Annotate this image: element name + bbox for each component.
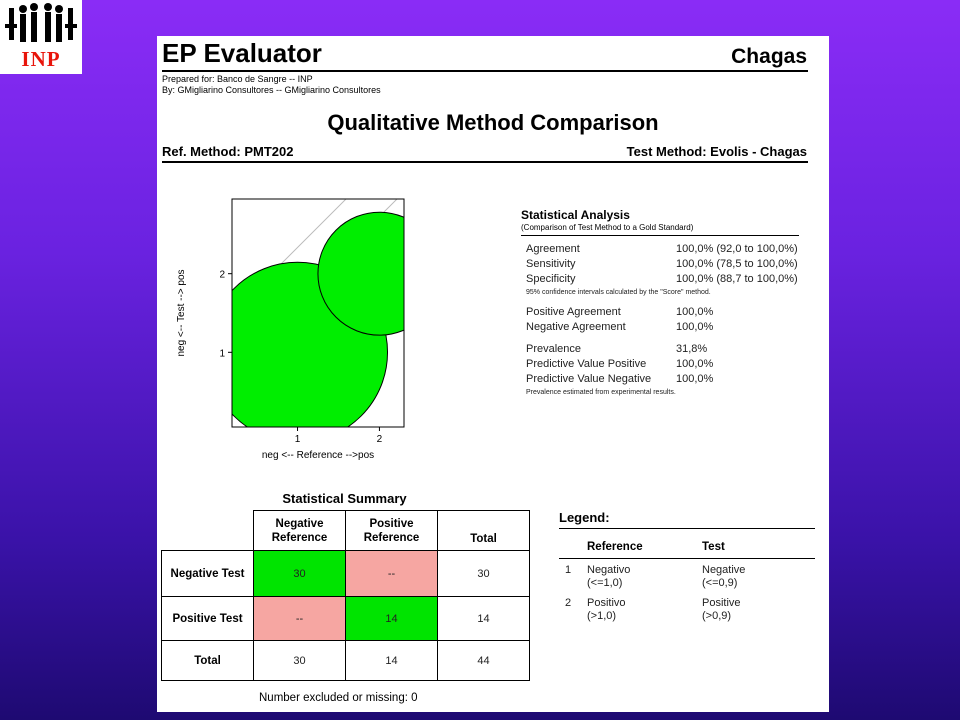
stat-value: 100,0% (78,5 to 100,0%) xyxy=(676,258,798,270)
stat-label: Agreement xyxy=(526,243,580,255)
cell-value: 14 xyxy=(437,596,530,641)
stat-row: Positive Agreement 100,0% xyxy=(521,305,799,320)
y-axis-label: neg <-- Test --> pos xyxy=(176,269,187,356)
stat-label: Predictive Value Negative xyxy=(526,373,652,385)
method-comparison-plot: 1 2 1 2 neg <-- Reference -->pos neg <-- Te… xyxy=(176,198,405,461)
stat-label: Predictive Value Positive xyxy=(526,358,647,370)
app-title: EP Evaluator xyxy=(162,38,322,68)
cell-value: 14 xyxy=(345,640,438,681)
table-row: Positive Test -- 14 14 xyxy=(161,596,530,641)
row-label: Negative Test xyxy=(161,550,254,597)
cell-value: 44 xyxy=(437,640,530,681)
prepared-info: Prepared for: Banco de Sangre -- INP By:… xyxy=(162,74,381,96)
report-title: Qualitative Method Comparison xyxy=(327,110,659,135)
table-header-row: Negative Reference Positive Reference To… xyxy=(161,510,530,551)
blank-cell xyxy=(161,510,254,551)
report-page: EP Evaluator Chagas Prepared for: Banco … xyxy=(157,36,829,712)
legend-row: 1 Negativo (<=1,0) Negative (<=0,9) xyxy=(559,564,815,597)
legend-row: 2 Positivo (>1,0) Positive (>0,9) xyxy=(559,597,815,630)
table-row: Negative Test 30 -- 30 xyxy=(161,550,530,597)
legend: Legend: Reference Test 1 Negativo (<=1,0)… xyxy=(559,510,815,630)
legend-num: 2 xyxy=(565,597,572,609)
stat-value: 100,0% (92,0 to 100,0%) xyxy=(676,243,798,255)
summary-title: Statistical Summary xyxy=(282,491,407,506)
col-positive-reference: Positive Reference xyxy=(345,510,438,551)
col-total: Total xyxy=(437,510,530,551)
legend-title: Legend: xyxy=(559,510,610,525)
divider xyxy=(559,558,815,559)
cell-value: 30 xyxy=(253,640,346,681)
col-negative-reference: Negative Reference xyxy=(253,510,346,551)
cell-value: 14 xyxy=(345,596,438,641)
stat-row: Predictive Value Positive 100,0% xyxy=(521,357,799,372)
stats-subtitle: (Comparison of Test Method to a Gold Sta… xyxy=(521,223,694,232)
y-tick-label: 2 xyxy=(219,270,225,281)
legend-ref: Positivo (>1,0) xyxy=(587,597,626,622)
row-label: Total xyxy=(161,640,254,681)
divider xyxy=(559,528,815,529)
cell-value: -- xyxy=(253,596,346,641)
divider xyxy=(162,70,808,72)
stat-row: Prevalence 31,8% xyxy=(521,342,799,357)
test-method: Test Method: Evolis - Chagas xyxy=(626,144,807,159)
cell-value: -- xyxy=(345,550,438,597)
legend-test: Negative (<=0,9) xyxy=(702,564,746,589)
stat-label: Prevalence xyxy=(526,343,582,355)
data-point-2 xyxy=(317,211,404,336)
legend-ref: Negativo (<=1,0) xyxy=(587,564,631,589)
stats-title: Statistical Analysis xyxy=(521,208,630,222)
stat-row: Sensitivity 100,0% (78,5 to 100,0%) xyxy=(521,257,799,272)
axis-ticks: 1 2 1 2 xyxy=(219,270,382,445)
inp-logo: INP xyxy=(0,0,82,74)
summary-table: Negative Reference Positive Reference To… xyxy=(161,510,530,681)
plot-frame xyxy=(231,198,405,428)
legend-num: 1 xyxy=(565,564,572,576)
table-row: Total 30 14 44 xyxy=(161,640,530,681)
excluded-count: Number excluded or missing: 0 xyxy=(259,692,418,704)
y-tick-label: 1 xyxy=(219,348,225,359)
plot-points xyxy=(232,211,404,427)
cell-value: 30 xyxy=(253,550,346,597)
x-axis-label: neg <-- Reference -->pos xyxy=(262,450,374,461)
stat-label: Positive Agreement xyxy=(526,306,621,318)
inp-figures-icon xyxy=(5,3,77,42)
prevalence-note: Prevalence estimated from experimental r… xyxy=(526,389,676,396)
stat-label: Specificity xyxy=(526,273,576,285)
stat-label: Negative Agreement xyxy=(526,321,626,333)
stat-value: 100,0% xyxy=(676,321,714,333)
row-label: Positive Test xyxy=(161,596,254,641)
x-tick-label: 1 xyxy=(295,434,301,445)
stat-row: Negative Agreement 100,0% xyxy=(521,320,799,335)
stat-row: Agreement 100,0% (92,0 to 100,0%) xyxy=(521,242,799,257)
stat-value: 100,0% xyxy=(676,373,714,385)
stat-value: 100,0% (88,7 to 100,0%) xyxy=(676,273,798,285)
stat-value: 100,0% xyxy=(676,358,714,370)
analyte-name: Chagas xyxy=(731,45,807,68)
divider xyxy=(521,235,799,236)
statistical-analysis: Statistical Analysis (Comparison of Test… xyxy=(521,208,799,398)
x-tick-label: 2 xyxy=(377,434,383,445)
stat-row: Specificity 100,0% (88,7 to 100,0%) xyxy=(521,272,799,287)
legend-head-test: Test xyxy=(702,541,725,553)
stat-value: 31,8% xyxy=(676,343,708,355)
cell-value: 30 xyxy=(437,550,530,597)
ref-method: Ref. Method: PMT202 xyxy=(162,144,294,159)
divider xyxy=(162,161,808,163)
stat-label: Sensitivity xyxy=(526,258,576,270)
stat-value: 100,0% xyxy=(676,306,714,318)
ci-note: 95% confidence intervals calculated by t… xyxy=(526,289,711,296)
logo-text: INP xyxy=(21,47,61,71)
legend-test: Positive (>0,9) xyxy=(702,597,741,622)
legend-header: Reference Test xyxy=(559,541,815,558)
prepared-for: Prepared for: Banco de Sangre -- INP xyxy=(162,74,313,84)
stat-row: Predictive Value Negative 100,0% xyxy=(521,372,799,387)
prepared-by: By: GMigliarino Consultores -- GMigliari… xyxy=(162,85,381,95)
legend-head-reference: Reference xyxy=(587,541,643,553)
